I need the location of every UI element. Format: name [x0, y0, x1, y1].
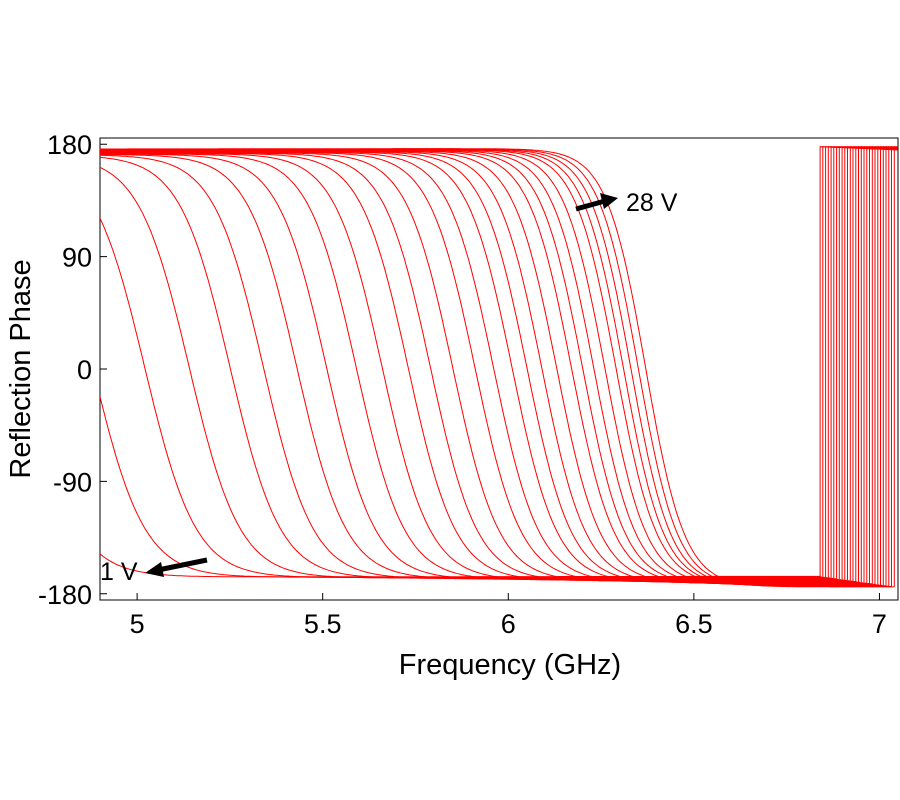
annotation-28v-arrow-shaft: [575, 198, 606, 212]
y-tick-label: -90: [53, 467, 92, 497]
x-axis-label: Frequency (GHz): [399, 649, 621, 681]
phase-curve-28v: [100, 148, 895, 588]
y-tick-label: 180: [47, 130, 92, 160]
phase-wrap-28v: [893, 146, 898, 587]
axes-group: 5 5.5 6 6.5 7 180 90 0 -90 -180: [38, 130, 887, 639]
y-tick-label: -180: [38, 580, 92, 610]
x-tick-label: 5.5: [304, 609, 342, 639]
y-tick-label: 90: [62, 243, 92, 273]
plot-frame: [99, 137, 899, 601]
annotation-28v: 28 V: [575, 189, 678, 217]
x-tick-label: 5: [130, 609, 145, 639]
x-tick-label: 6.5: [675, 609, 713, 639]
y-tick-label: 0: [77, 355, 92, 385]
x-tick-label: 7: [872, 609, 887, 639]
annotation-1v: 1 V: [100, 557, 208, 586]
curves-group: [100, 146, 898, 588]
annotation-1v-label: 1 V: [100, 558, 138, 586]
annotation-28v-arrowhead: [600, 193, 618, 209]
annotation-1v-arrow-shaft: [157, 557, 208, 573]
y-axis-label: Reflection Phase: [5, 259, 37, 478]
x-tick-label: 6: [501, 609, 516, 639]
annotation-1v-arrowhead: [145, 562, 164, 577]
annotation-28v-label: 28 V: [626, 189, 678, 217]
